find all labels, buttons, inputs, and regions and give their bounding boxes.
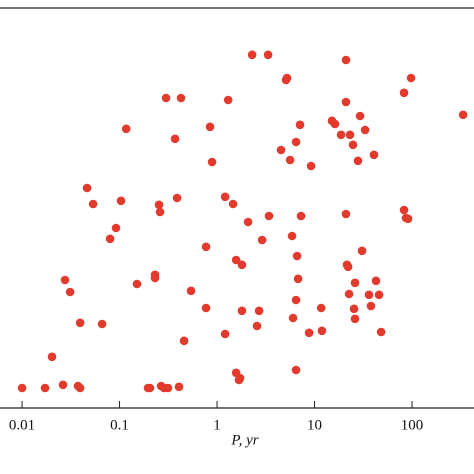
data-point xyxy=(276,145,286,155)
data-point xyxy=(293,274,303,284)
data-point xyxy=(186,286,196,296)
data-point xyxy=(282,73,292,83)
data-point xyxy=(291,295,301,305)
data-point xyxy=(205,122,215,132)
data-point xyxy=(220,192,230,202)
data-point xyxy=(174,382,184,392)
data-point xyxy=(116,196,126,206)
data-point xyxy=(291,365,301,375)
x-tick-label: 10 xyxy=(307,417,322,433)
data-point xyxy=(287,231,297,241)
data-point xyxy=(243,217,253,227)
x-tick-label: 100 xyxy=(401,417,424,433)
data-point xyxy=(350,278,360,288)
data-point xyxy=(201,303,211,313)
data-point xyxy=(357,246,367,256)
data-point xyxy=(295,120,305,130)
data-point xyxy=(399,205,409,215)
data-point xyxy=(341,209,351,219)
data-point xyxy=(223,95,233,105)
data-point xyxy=(399,88,409,98)
data-point xyxy=(406,73,416,83)
data-point xyxy=(60,275,70,285)
data-point xyxy=(40,383,50,393)
data-point xyxy=(254,306,264,316)
data-point xyxy=(288,313,298,323)
data-point xyxy=(252,321,262,331)
data-point xyxy=(343,262,353,272)
data-point xyxy=(176,93,186,103)
data-point xyxy=(121,124,131,134)
data-point xyxy=(237,260,247,270)
x-tick-label: 0.01 xyxy=(9,417,35,433)
data-point xyxy=(155,207,165,217)
data-point xyxy=(403,214,413,224)
data-point xyxy=(207,157,217,167)
data-point xyxy=(306,161,316,171)
data-point xyxy=(172,193,182,203)
data-point xyxy=(345,130,355,140)
data-point xyxy=(132,279,142,289)
data-point xyxy=(366,301,376,311)
data-point xyxy=(355,111,365,121)
data-point xyxy=(154,200,164,210)
data-point xyxy=(163,383,173,393)
data-point xyxy=(231,255,241,265)
data-point xyxy=(376,327,386,337)
data-point xyxy=(235,373,245,383)
data-point xyxy=(336,130,346,140)
x-tick-label: 0.1 xyxy=(110,417,129,433)
data-point xyxy=(369,150,379,160)
data-point xyxy=(348,140,358,150)
data-point xyxy=(237,306,247,316)
data-point xyxy=(75,318,85,328)
data-point xyxy=(317,326,327,336)
data-point xyxy=(170,134,180,144)
data-point xyxy=(247,50,257,60)
data-point xyxy=(179,336,189,346)
data-point xyxy=(228,199,238,209)
data-point xyxy=(371,276,381,286)
data-point xyxy=(220,329,230,339)
data-point xyxy=(349,304,359,314)
data-point xyxy=(145,383,155,393)
data-point xyxy=(350,314,360,324)
x-tick-label: 1 xyxy=(213,417,221,433)
data-point xyxy=(360,125,370,135)
data-point xyxy=(458,110,468,120)
data-point xyxy=(330,119,340,129)
data-point xyxy=(341,97,351,107)
data-point xyxy=(291,137,301,147)
data-point xyxy=(17,383,27,393)
data-point xyxy=(105,234,115,244)
data-point xyxy=(296,211,306,221)
data-point xyxy=(292,251,302,261)
data-point xyxy=(353,156,363,166)
data-point xyxy=(75,383,85,393)
data-point xyxy=(111,223,121,233)
data-point xyxy=(344,289,354,299)
data-point xyxy=(285,155,295,165)
x-axis-label: P, yr xyxy=(230,432,258,448)
data-point xyxy=(65,287,75,297)
data-point xyxy=(201,242,211,252)
data-point xyxy=(264,211,274,221)
data-point xyxy=(97,319,107,329)
data-point xyxy=(304,328,314,338)
data-point xyxy=(47,352,57,362)
data-point xyxy=(257,235,267,245)
data-point xyxy=(374,290,384,300)
data-point xyxy=(82,183,92,193)
data-point xyxy=(341,55,351,65)
data-point xyxy=(161,93,171,103)
data-point xyxy=(88,199,98,209)
data-point xyxy=(150,273,160,283)
data-point xyxy=(263,50,273,60)
data-point xyxy=(58,380,68,390)
data-point xyxy=(316,303,326,313)
data-point xyxy=(364,290,374,300)
